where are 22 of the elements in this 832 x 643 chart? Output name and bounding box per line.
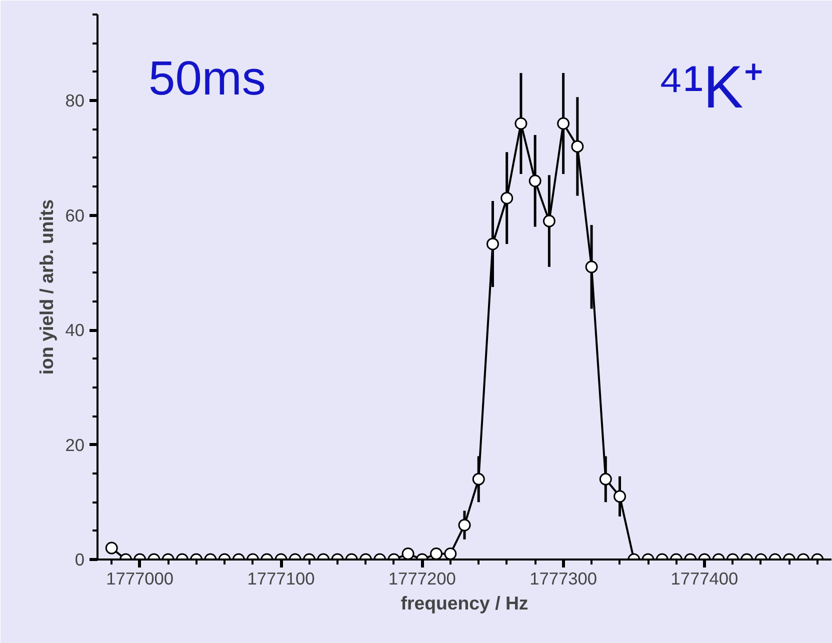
point: [500, 192, 514, 204]
point: [571, 140, 584, 153]
x-tick-label: 1777100: [247, 568, 315, 588]
annotation: 50ms: [148, 52, 266, 106]
point: [514, 117, 528, 130]
x-tick-label: 1777200: [388, 568, 456, 588]
point: [542, 214, 556, 228]
y-tick-label: 20: [65, 434, 85, 455]
x-tick-label: 1777400: [670, 568, 738, 588]
point: [557, 117, 570, 130]
y-tick-label: 40: [65, 320, 85, 340]
x-tick-label: 1777300: [530, 568, 598, 588]
point: [528, 174, 542, 188]
x-tick-label: 1777000: [106, 568, 174, 588]
y-axis-title: ion yield / arb. units: [36, 199, 58, 375]
y-tick-label: 0: [74, 550, 85, 570]
y-tick-label: 60: [65, 205, 85, 226]
annotation: ⁴¹K⁺: [658, 54, 764, 120]
y-tick-label: 80: [65, 90, 85, 111]
point: [486, 238, 499, 250]
x-axis-title: frequency / Hz: [400, 592, 528, 614]
point: [585, 260, 598, 274]
